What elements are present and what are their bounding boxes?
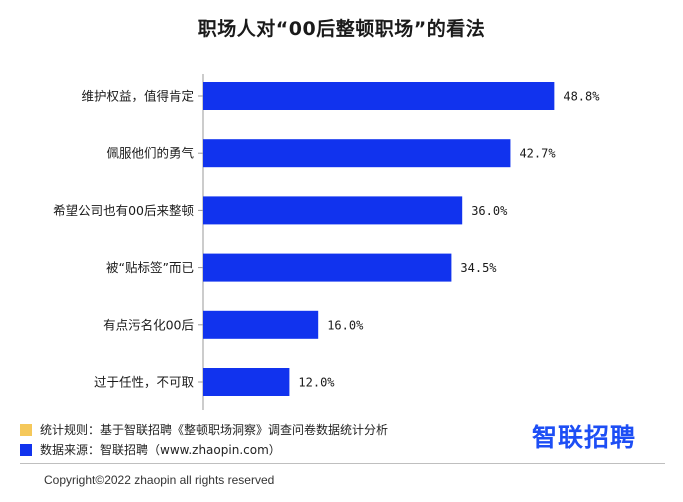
- data-label: 12.0%: [298, 376, 335, 390]
- category-label: 被“贴标签”而已: [106, 260, 194, 275]
- data-label: 34.5%: [460, 261, 497, 275]
- category-label: 过于任性，不可取: [94, 375, 195, 390]
- data-label: 48.8%: [563, 90, 600, 104]
- bar: [203, 139, 511, 168]
- blue-legend-swatch: [20, 443, 32, 456]
- bar: [203, 82, 555, 110]
- bar: [203, 368, 290, 396]
- data-label: 36.0%: [471, 204, 508, 218]
- bar: [203, 253, 452, 282]
- copyright-text: Copyright©2022 zhaopin all rights reserv…: [44, 473, 275, 487]
- bar: [203, 196, 463, 225]
- category-label: 佩服他们的勇气: [106, 146, 194, 161]
- category-label: 希望公司也有00后来整顿: [53, 203, 194, 218]
- footer-divider: [20, 463, 665, 464]
- data-label: 42.7%: [519, 147, 556, 161]
- category-label: 维护权益，值得肯定: [81, 89, 194, 104]
- note-source: 数据来源：智联招聘（www.zhaopin.com）: [20, 441, 281, 458]
- chart-title: 职场人对“00后整顿职场”的看法: [197, 18, 486, 40]
- note-rule: 统计规则：基于智联招聘《整顿职场洞察》调查问卷数据统计分析: [20, 421, 388, 438]
- note-rule-text: 统计规则：基于智联招聘《整顿职场洞察》调查问卷数据统计分析: [40, 423, 389, 437]
- yellow-legend-swatch: [20, 423, 32, 436]
- bar-chart: 维护权益，值得肯定 48.8% 佩服他们的勇气 42.7% 希望公司也有00后来整顿 36…: [53, 74, 600, 410]
- bar: [203, 310, 319, 339]
- note-source-text: 数据来源：智联招聘（www.zhaopin.com）: [40, 443, 281, 457]
- category-label: 有点污名化00后: [103, 317, 194, 332]
- zhaopin-logo: 智联招聘: [532, 423, 637, 452]
- data-label: 16.0%: [327, 318, 364, 332]
